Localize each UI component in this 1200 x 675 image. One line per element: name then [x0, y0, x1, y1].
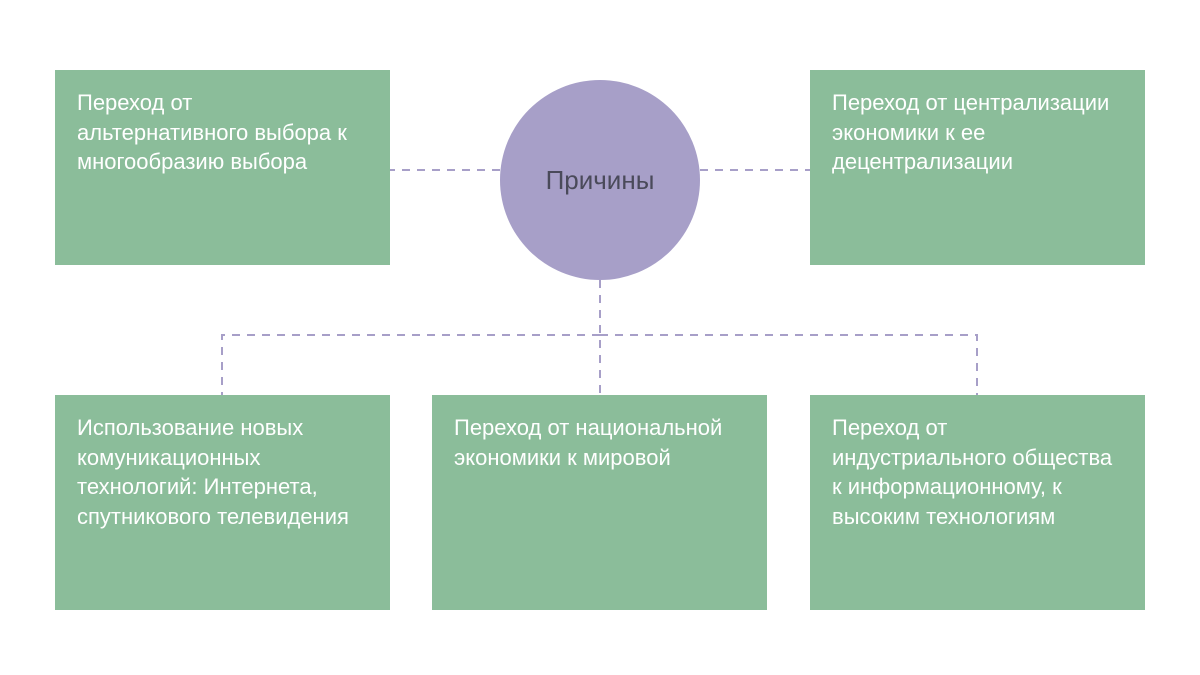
- connector: [222, 335, 600, 395]
- reason-box-bottom-left: Использование новых комуникационных техн…: [55, 395, 390, 610]
- diagram-canvas: Причины Переход от альтернативного выбор…: [0, 0, 1200, 675]
- reason-text: Переход от национальной экономики к миро…: [454, 415, 722, 470]
- reason-box-bottom-right: Переход от индустриального общества к ин…: [810, 395, 1145, 610]
- reason-text: Переход от централизации экономики к ее …: [832, 90, 1109, 174]
- reason-box-bottom-mid: Переход от национальной экономики к миро…: [432, 395, 767, 610]
- reason-text: Переход от альтернативного выбора к мног…: [77, 90, 347, 174]
- reason-box-top-left: Переход от альтернативного выбора к мног…: [55, 70, 390, 265]
- reason-box-top-right: Переход от централизации экономики к ее …: [810, 70, 1145, 265]
- reason-text: Переход от индустриального общества к ин…: [832, 415, 1112, 529]
- center-label: Причины: [546, 165, 655, 196]
- reason-text: Использование новых комуникационных техн…: [77, 415, 349, 529]
- connector: [600, 335, 977, 395]
- center-node: Причины: [500, 80, 700, 280]
